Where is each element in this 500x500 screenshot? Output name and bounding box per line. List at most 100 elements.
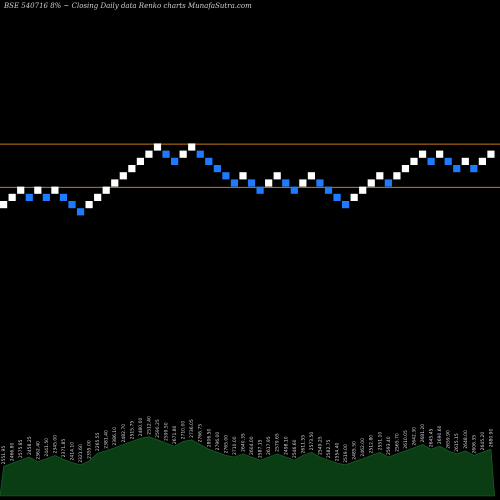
date-label: 2554.40 (335, 442, 341, 461)
date-label: 2466.80 (10, 442, 16, 461)
renko-brick (111, 179, 119, 187)
renko-brick (290, 186, 298, 194)
renko-brick (68, 201, 76, 209)
renko-brick (119, 172, 127, 180)
date-label: 2345.00 (52, 435, 58, 454)
date-label: 2458.25 (27, 436, 33, 455)
date-label: 2765.00 (223, 435, 229, 454)
date-label: 2710.00 (232, 436, 238, 455)
date-label: 2617.95 (266, 436, 272, 455)
renko-brick (136, 157, 144, 165)
date-label: 2579.65 (275, 433, 281, 452)
renko-brick (461, 157, 469, 165)
date-label: 2642.30 (412, 427, 418, 446)
renko-brick (25, 193, 33, 201)
date-label: 2796.00 (215, 432, 221, 451)
date-label: 2386.10 (112, 427, 118, 446)
date-label: 2573.50 (309, 432, 315, 451)
renko-brick (299, 179, 307, 187)
renko-brick (316, 179, 324, 187)
date-label: 2575.85 (18, 439, 24, 458)
volume-area-path (0, 436, 495, 497)
renko-brick (247, 179, 256, 187)
date-label: 2671.80 (172, 425, 178, 444)
renko-brick (59, 193, 68, 201)
renko-brick (128, 165, 136, 173)
date-label: 2498.10 (283, 436, 289, 455)
renko-brick (42, 193, 50, 201)
date-label: 2611.55 (300, 435, 306, 454)
renko-brick (102, 186, 110, 194)
date-label: 2512.80 (369, 435, 375, 454)
renko-brick (213, 165, 221, 173)
renko-brick (256, 186, 264, 194)
date-label: 2690.60 (437, 425, 443, 444)
renko-brick (453, 165, 461, 173)
date-label: 2519.00 (343, 444, 349, 463)
date-label: 2512.40 (146, 416, 152, 435)
renko-brick (51, 186, 59, 194)
date-label: 2355.00 (87, 440, 93, 459)
date-label: 2593.40 (386, 436, 392, 455)
renko-brick (427, 157, 435, 165)
date-label: 2441.50 (44, 438, 50, 457)
renko-brick (444, 157, 452, 165)
date-label: 2645.45 (429, 428, 435, 447)
date-labels: 2551.95 2466.80 2575.85 2458.25 2362.40 2441.… (1, 416, 494, 464)
renko-brick (171, 157, 179, 165)
date-label: 2480.00 (138, 418, 144, 437)
date-label: 2485.50 (352, 441, 358, 460)
renko-brick (307, 172, 315, 180)
renko-brick (17, 186, 25, 194)
date-label: 2482.70 (121, 424, 127, 443)
renko-brick (85, 201, 93, 209)
date-label: 2736.05 (189, 419, 195, 438)
date-label: 2645.20 (480, 432, 486, 451)
renko-brick (196, 150, 204, 158)
date-label: 2710.00 (181, 421, 187, 440)
renko-brick (282, 179, 290, 187)
renko-brick (410, 157, 418, 165)
renko-brick (393, 172, 401, 180)
renko-bricks (0, 143, 495, 216)
renko-brick (478, 157, 486, 165)
date-label: 2265.55 (95, 432, 101, 451)
renko-brick (8, 193, 16, 201)
renko-brick (205, 157, 213, 165)
date-label: 2599.50 (164, 422, 170, 441)
renko-brick (487, 150, 495, 158)
date-label: 2414.10 (70, 442, 76, 461)
date-label: 2640.35 (241, 433, 247, 452)
date-label: 2806.50 (206, 428, 212, 447)
renko-brick (239, 172, 247, 180)
renko-brick (94, 193, 102, 201)
renko-brick (273, 172, 281, 180)
renko-brick (265, 179, 273, 187)
renko-brick (324, 186, 333, 194)
date-label: 2680.90 (488, 428, 494, 447)
renko-brick (222, 172, 230, 180)
date-label: 2381.40 (104, 430, 110, 449)
renko-brick (76, 208, 85, 216)
date-label: 2551.10 (377, 432, 383, 451)
date-label: 2659.90 (446, 430, 452, 449)
chart-title: BSE 540716 8% ~ Closing Daily data Renko… (4, 2, 252, 10)
volume-area (0, 436, 495, 497)
renko-brick (470, 165, 478, 173)
renko-brick (333, 193, 341, 201)
renko-brick (179, 150, 187, 158)
date-label: 2515.75 (129, 421, 135, 440)
renko-brick (401, 165, 410, 173)
renko-brick (342, 201, 350, 209)
date-label: 2587.15 (258, 439, 264, 458)
renko-brick (162, 150, 170, 158)
date-label: 2681.20 (420, 424, 426, 443)
renko-brick (367, 179, 375, 187)
renko-brick (145, 150, 153, 158)
renko-brick (384, 179, 392, 187)
renko-brick (418, 150, 427, 158)
date-label: 2604.00 (249, 436, 255, 455)
date-label: 2551.95 (1, 446, 7, 465)
